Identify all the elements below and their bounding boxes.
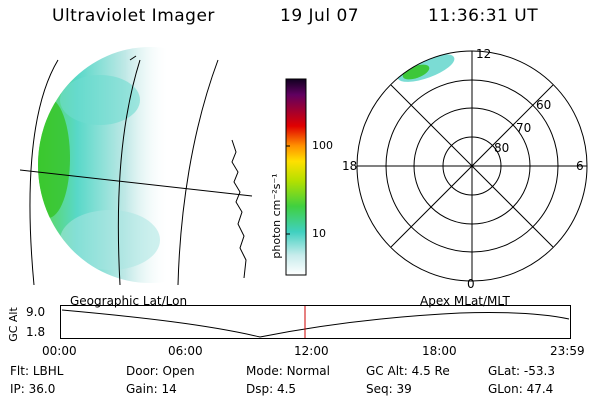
polar-grid [356, 50, 588, 282]
colorbar-tick-10: 10 [312, 227, 326, 240]
geographic-label: Geographic Lat/Lon [70, 294, 188, 308]
timeline-ytick-high: 9.0 [26, 305, 46, 319]
mlat-label-60: 60 [536, 98, 551, 112]
mlt-label-18: 18 [342, 159, 357, 173]
time-label: 11:36:31 UT [428, 6, 539, 26]
info-gain: Gain: 14 [126, 382, 177, 396]
timeline-xtick-2359: 23:59 [550, 344, 585, 358]
info-glat: GLat: -53.3 [488, 364, 555, 378]
timeline-xtick-1200: 12:00 [294, 344, 329, 358]
apex-label: Apex MLat/MLT [420, 294, 510, 308]
coastline [231, 139, 247, 279]
intensity-colorbar: photon cm⁻²s⁻¹ [270, 78, 307, 276]
polar-mlt-plot: 12 18 6 0 60 70 80 [342, 47, 588, 291]
info-dsp: Dsp: 4.5 [246, 382, 297, 396]
altitude-timeline [60, 305, 571, 339]
geographic-grid [20, 55, 253, 286]
timeline-ytick-low: 1.8 [26, 325, 46, 339]
date-label: 19 Jul 07 [280, 6, 360, 26]
timeline-axis-title: GC Alt [6, 307, 20, 342]
info-mode: Mode: Normal [246, 364, 330, 378]
instrument-title: Ultraviolet Imager [52, 6, 215, 26]
info-door: Door: Open [126, 364, 195, 378]
mlt-label-0: 0 [467, 277, 475, 291]
info-glon: GLon: 47.4 [488, 382, 554, 396]
info-seq: Seq: 39 [366, 382, 412, 396]
timeline-xtick-1800: 18:00 [422, 344, 457, 358]
polar-aurora-emission [397, 54, 455, 82]
uv-earth-image [20, 47, 253, 286]
mlt-label-6: 6 [576, 159, 584, 173]
info-flt: Flt: LBHL [10, 364, 64, 378]
colorbar-tick-100: 100 [312, 139, 333, 152]
mlat-label-80: 80 [494, 141, 509, 155]
timeline-xtick-0000: 00:00 [42, 344, 77, 358]
mlat-label-70: 70 [516, 121, 531, 135]
mlt-label-12: 12 [476, 47, 491, 61]
timeline-xtick-0600: 06:00 [168, 344, 203, 358]
info-ip: IP: 36.0 [10, 382, 56, 396]
info-gc-alt: GC Alt: 4.5 Re [366, 364, 450, 378]
colorbar-unit-label: photon cm⁻²s⁻¹ [270, 173, 283, 258]
aurora-emission [38, 47, 170, 283]
